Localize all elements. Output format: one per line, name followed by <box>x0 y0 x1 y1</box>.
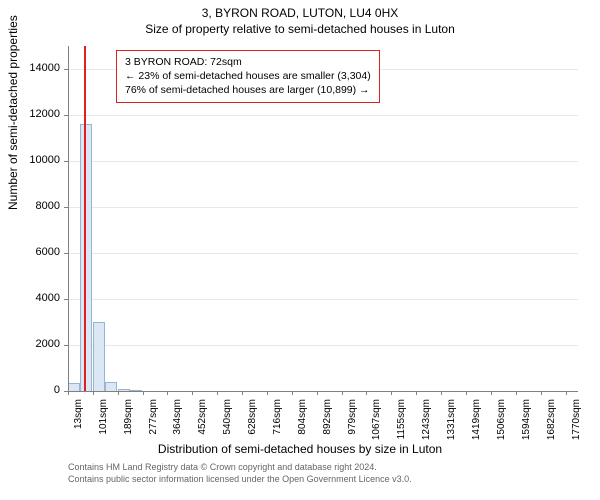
gridline <box>68 299 578 300</box>
x-tick-mark <box>416 391 417 395</box>
x-tick-mark <box>167 391 168 395</box>
gridline <box>68 115 578 116</box>
title-address: 3, BYRON ROAD, LUTON, LU4 0HX <box>0 0 600 20</box>
x-axis-line <box>68 391 578 392</box>
annotation-line-3: 76% of semi-detached houses are larger (… <box>125 83 371 97</box>
y-tick-label: 12000 <box>20 108 60 120</box>
y-tick-label: 14000 <box>20 62 60 74</box>
x-tick-mark <box>342 391 343 395</box>
y-tick-label: 0 <box>20 384 60 396</box>
x-tick-mark <box>516 391 517 395</box>
histogram-bar <box>80 124 92 391</box>
annotation-line-2: ← 23% of semi-detached houses are smalle… <box>125 69 371 83</box>
gridline <box>68 253 578 254</box>
x-tick-mark <box>441 391 442 395</box>
histogram-bar <box>68 383 80 391</box>
y-tick-label: 8000 <box>20 200 60 212</box>
x-tick-mark <box>267 391 268 395</box>
credits: Contains HM Land Registry data © Crown c… <box>68 462 412 485</box>
histogram-bar <box>105 382 117 391</box>
x-tick-mark <box>93 391 94 395</box>
x-tick-mark <box>491 391 492 395</box>
x-tick-mark <box>242 391 243 395</box>
credits-line-2: Contains public sector information licen… <box>68 474 412 486</box>
x-tick-mark <box>317 391 318 395</box>
x-tick-mark <box>466 391 467 395</box>
annotation-box: 3 BYRON ROAD: 72sqm ← 23% of semi-detach… <box>116 50 380 103</box>
gridline <box>68 161 578 162</box>
y-tick-label: 6000 <box>20 246 60 258</box>
x-tick-mark <box>192 391 193 395</box>
marker-line <box>84 46 86 391</box>
x-axis-label: Distribution of semi-detached houses by … <box>0 442 600 456</box>
x-tick-mark <box>566 391 567 395</box>
x-tick-mark <box>541 391 542 395</box>
chart-container: 3, BYRON ROAD, LUTON, LU4 0HX Size of pr… <box>0 0 600 500</box>
x-tick-mark <box>143 391 144 395</box>
y-axis-line <box>68 46 69 391</box>
histogram-bar <box>93 322 105 391</box>
plot-area: 0200040006000800010000120001400013sqm101… <box>68 46 578 391</box>
y-axis-label: Number of semi-detached properties <box>6 15 20 210</box>
x-tick-mark <box>217 391 218 395</box>
credits-line-1: Contains HM Land Registry data © Crown c… <box>68 462 412 474</box>
x-tick-mark <box>366 391 367 395</box>
y-tick-label: 2000 <box>20 338 60 350</box>
title-subtitle: Size of property relative to semi-detach… <box>0 20 600 36</box>
x-tick-mark <box>292 391 293 395</box>
y-tick-label: 10000 <box>20 154 60 166</box>
x-tick-mark <box>391 391 392 395</box>
annotation-line-1: 3 BYRON ROAD: 72sqm <box>125 55 371 69</box>
x-tick-mark <box>68 391 69 395</box>
x-tick-mark <box>118 391 119 395</box>
y-tick-label: 4000 <box>20 292 60 304</box>
gridline <box>68 345 578 346</box>
gridline <box>68 207 578 208</box>
